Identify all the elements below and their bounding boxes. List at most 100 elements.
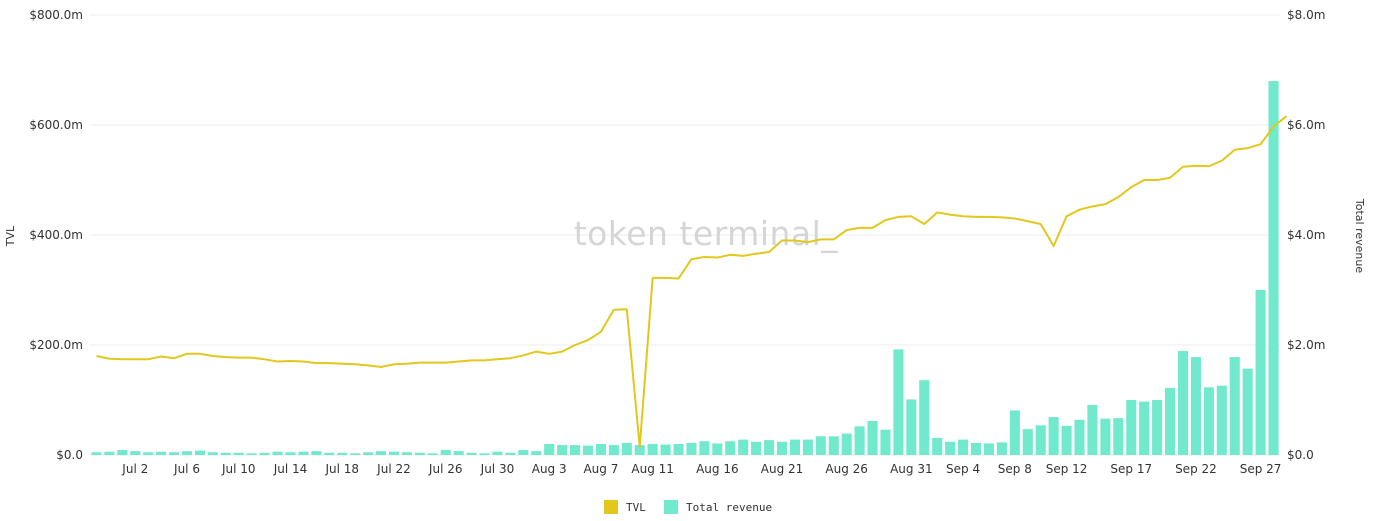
right-tick-label: $8.0m — [1287, 8, 1325, 22]
revenue-bar — [608, 445, 619, 455]
revenue-bar — [156, 451, 167, 455]
revenue-bar — [492, 451, 503, 455]
revenue-bar — [220, 452, 231, 455]
x-tick-label: Aug 26 — [825, 462, 868, 476]
revenue-bar — [815, 436, 826, 455]
revenue-bar — [1229, 357, 1240, 455]
revenue-bar — [401, 452, 412, 455]
revenue-bar — [958, 439, 969, 455]
revenue-bar — [828, 436, 839, 455]
revenue-bar — [363, 452, 374, 455]
revenue-bar — [660, 444, 671, 455]
revenue-bar — [531, 451, 542, 455]
revenue-bar — [621, 442, 632, 455]
revenue-bar — [272, 451, 283, 455]
x-tick-label: Jul 2 — [121, 462, 148, 476]
right-axis-ticks: $0.0 $2.0m $4.0m $6.0m $8.0m — [1287, 8, 1325, 462]
revenue-bar — [1165, 387, 1176, 455]
revenue-bar — [440, 450, 451, 455]
x-tick-label: Aug 21 — [761, 462, 804, 476]
revenue-bar — [207, 452, 218, 455]
revenue-bar — [1074, 419, 1085, 455]
revenue-bar — [595, 444, 606, 455]
revenue-bar — [738, 439, 749, 455]
revenue-bar — [479, 453, 490, 455]
revenue-bar — [557, 445, 568, 455]
x-tick-label: Aug 7 — [583, 462, 618, 476]
left-tick-label: $200.0m — [29, 338, 83, 352]
revenue-bar — [427, 453, 438, 455]
revenue-bar — [324, 452, 335, 455]
revenue-bar — [1242, 368, 1253, 455]
x-tick-label: Jul 14 — [273, 462, 308, 476]
revenue-bar — [802, 439, 813, 455]
revenue-bar — [130, 451, 141, 455]
revenue-bar — [1139, 401, 1150, 455]
revenue-bar — [751, 441, 762, 455]
legend-label-revenue: Total revenue — [686, 501, 772, 514]
revenue-bar — [699, 441, 710, 455]
x-tick-label: Jul 22 — [376, 462, 411, 476]
x-tick-label: Sep 22 — [1175, 462, 1217, 476]
revenue-bar — [143, 452, 154, 455]
revenue-bar — [544, 444, 555, 455]
left-tick-label: $600.0m — [29, 118, 83, 132]
revenue-bar — [298, 451, 309, 455]
revenue-bar — [932, 437, 943, 455]
revenue-bar — [776, 441, 788, 455]
revenue-bar — [1126, 400, 1137, 455]
revenue-bar — [1009, 410, 1020, 455]
legend-label-tvl: TVL — [626, 501, 646, 514]
x-tick-label: Jul 18 — [324, 462, 359, 476]
right-tick-label: $6.0m — [1287, 118, 1325, 132]
right-tick-label: $0.0 — [1287, 448, 1314, 462]
revenue-bar — [582, 445, 594, 455]
revenue-bar — [375, 451, 387, 455]
left-axis-ticks: $0.0 $200.0m $400.0m $600.0m $800.0m — [29, 8, 83, 462]
x-tick-label: Sep 17 — [1110, 462, 1152, 476]
revenue-bar — [285, 452, 296, 455]
revenue-bar — [388, 451, 400, 455]
x-tick-label: Aug 16 — [696, 462, 739, 476]
x-tick-label: Aug 31 — [890, 462, 933, 476]
x-tick-label: Jul 30 — [480, 462, 515, 476]
revenue-bar — [945, 441, 956, 455]
revenue-bar — [117, 450, 128, 455]
revenue-bars — [91, 81, 1279, 455]
revenue-bar — [764, 440, 775, 455]
revenue-bar — [880, 429, 891, 455]
revenue-bar — [919, 380, 930, 455]
revenue-bar — [453, 451, 464, 455]
revenue-bar — [673, 444, 684, 455]
revenue-bar — [570, 445, 581, 455]
revenue-bar — [841, 433, 852, 455]
revenue-bar — [893, 349, 904, 455]
legend-swatch-revenue — [664, 500, 678, 514]
right-tick-label: $2.0m — [1287, 338, 1325, 352]
revenue-bar — [970, 442, 982, 455]
x-tick-label: Jul 10 — [221, 462, 256, 476]
revenue-bar — [350, 453, 361, 455]
x-tick-label: Jul 6 — [173, 462, 200, 476]
revenue-bar — [246, 453, 257, 455]
left-tick-label: $0.0 — [56, 448, 83, 462]
revenue-bar — [1100, 418, 1111, 455]
left-tick-label: $800.0m — [29, 8, 83, 22]
revenue-bar — [1152, 400, 1163, 455]
revenue-bar — [1022, 429, 1033, 455]
revenue-bar — [1203, 387, 1214, 455]
revenue-bar — [983, 443, 995, 455]
revenue-bar — [1061, 425, 1072, 455]
revenue-bar — [91, 452, 102, 455]
right-tick-label: $4.0m — [1287, 228, 1325, 242]
revenue-bar — [712, 443, 723, 455]
x-tick-label: Aug 11 — [631, 462, 674, 476]
revenue-bar — [414, 452, 425, 455]
right-axis-title: Total revenue — [1353, 198, 1366, 273]
revenue-bar — [996, 442, 1007, 455]
revenue-bar — [1035, 425, 1046, 455]
revenue-bar — [634, 445, 645, 455]
legend-swatch-tvl — [604, 500, 618, 514]
revenue-bar — [906, 399, 917, 455]
